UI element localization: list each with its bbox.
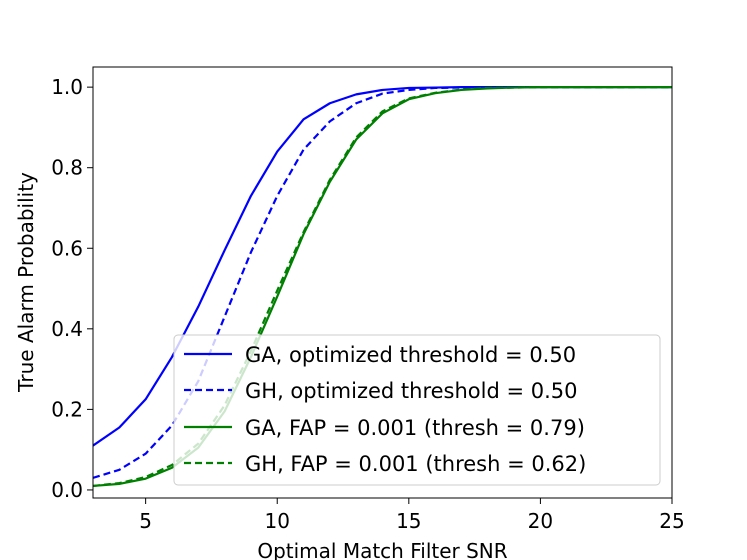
x-tick-label: 25	[659, 509, 684, 533]
y-tick-label: 0.6	[51, 236, 83, 260]
legend-label: GA, FAP = 0.001 (thresh = 0.79)	[245, 416, 585, 440]
legend-items: GA, optimized threshold = 0.50 GH, optimi…	[184, 343, 586, 476]
x-tick-label: 15	[396, 509, 421, 533]
y-tick-label: 0.0	[51, 478, 83, 502]
y-axis-label: True Alarm Probability	[14, 172, 38, 393]
y-tick-label: 0.2	[51, 397, 83, 421]
x-tick-label: 5	[139, 509, 152, 533]
legend-box	[173, 334, 661, 486]
legend-label: GA, optimized threshold = 0.50	[245, 343, 576, 367]
y-tick-label: 0.4	[51, 317, 83, 341]
plot-frame	[92, 66, 673, 499]
legend-label: GH, FAP = 0.001 (thresh = 0.62)	[245, 452, 586, 476]
legend-label: GH, optimized threshold = 0.50	[245, 379, 578, 403]
x-tick-label: 20	[528, 509, 553, 533]
y-tick-label: 0.8	[51, 156, 83, 180]
x-axis-label: Optimal Match Filter SNR	[257, 539, 507, 560]
x-tick-label: 10	[265, 509, 290, 533]
y-tick-label: 1.0	[51, 75, 83, 99]
ticks-layer: 5 10 15 20 25 0.0 0.2 0.4 0.6 0.8 1.0	[51, 75, 685, 533]
legend: GA, optimized threshold = 0.50 GH, optimi…	[173, 334, 661, 486]
